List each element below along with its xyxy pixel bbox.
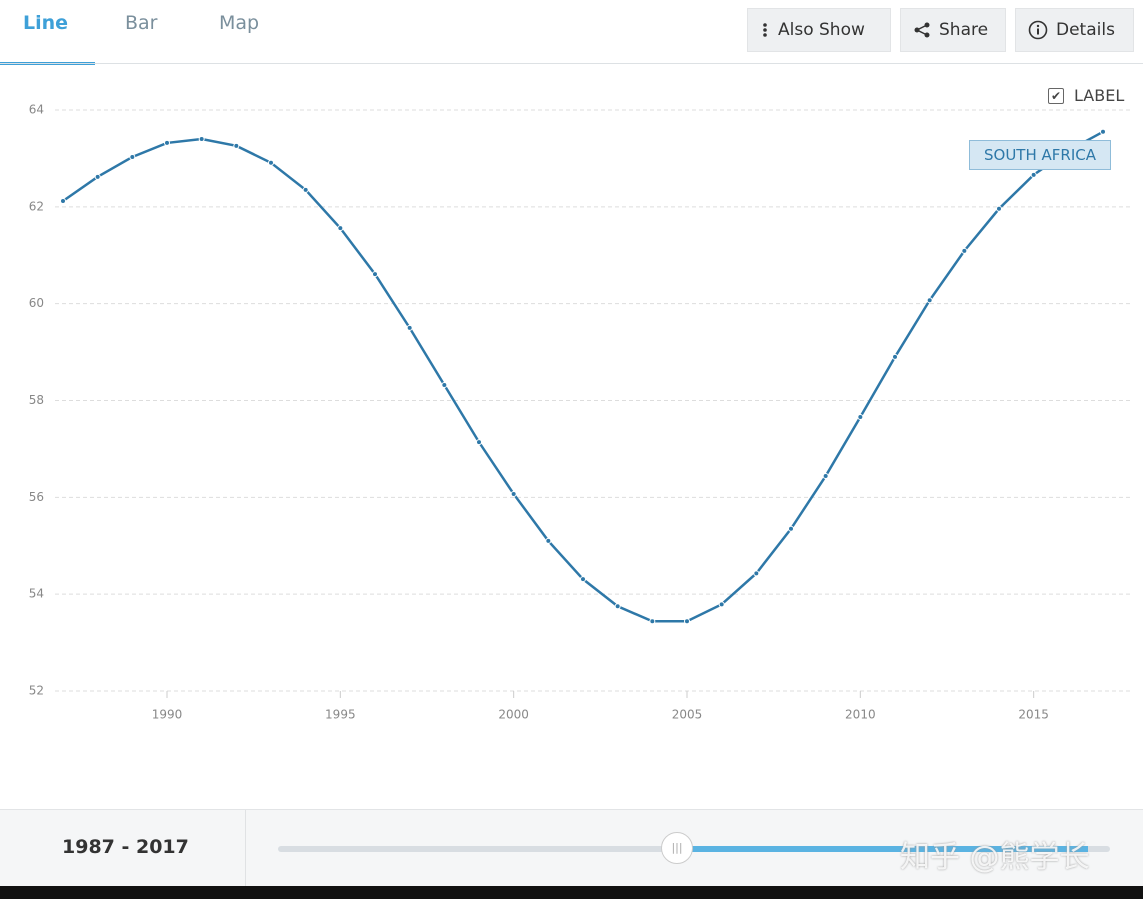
point — [545, 537, 552, 544]
x-tick-label: 1995 — [325, 708, 356, 722]
button-label: Also Show — [778, 20, 865, 40]
toggle-label: LABEL — [1074, 86, 1125, 105]
share-button[interactable]: Share — [900, 8, 1006, 52]
icon — [1028, 20, 1048, 40]
y-tick-label: 64 — [29, 103, 44, 117]
point — [441, 382, 448, 389]
slider-fill — [678, 846, 1088, 852]
point — [60, 198, 66, 205]
point — [1100, 128, 1106, 135]
point — [406, 324, 413, 331]
y-tick-label: 58 — [29, 393, 44, 407]
point — [510, 490, 517, 497]
bottom-bar — [0, 886, 1143, 899]
point — [996, 205, 1002, 212]
point — [961, 247, 968, 254]
y-tick-label: 56 — [29, 490, 44, 504]
tab[interactable]: Bar — [125, 12, 158, 34]
point — [649, 618, 656, 625]
point — [684, 618, 690, 625]
point — [718, 601, 725, 608]
y-tick-label: 54 — [29, 587, 44, 601]
label-toggle[interactable]: ✔ LABEL — [1048, 86, 1124, 105]
point — [198, 136, 205, 143]
tab[interactable]: Line — [23, 12, 69, 34]
button-label: Share — [939, 20, 989, 40]
point — [1030, 171, 1037, 178]
x-tick-label: 2015 — [1018, 708, 1049, 722]
point — [337, 225, 344, 232]
y-tick-label: 52 — [29, 684, 44, 698]
checkbox[interactable]: ✔ — [1048, 87, 1064, 104]
x-tick-label: 2010 — [845, 708, 876, 722]
point — [302, 186, 309, 193]
button-label: Details — [1056, 20, 1115, 40]
header-border — [0, 63, 1143, 64]
legend-entry: SOUTH AFRICA — [969, 140, 1111, 170]
also-show-button[interactable]: Also Show — [747, 8, 891, 52]
point — [857, 413, 864, 420]
point — [614, 603, 621, 610]
details-button[interactable]: Details — [1015, 8, 1134, 52]
slider-handle[interactable]: ||| — [661, 832, 693, 864]
icon — [763, 23, 767, 37]
point — [476, 439, 482, 446]
y-tick-label: 62 — [29, 199, 44, 213]
point — [268, 159, 274, 166]
point — [164, 139, 170, 146]
icon — [914, 22, 930, 38]
watermark: 知乎 @熊学长 — [900, 840, 1090, 875]
divider — [245, 810, 246, 887]
line — [62, 130, 1104, 623]
point — [580, 576, 586, 583]
x-tick-label: 2005 — [672, 708, 703, 722]
point — [788, 525, 794, 532]
point — [233, 142, 240, 149]
point — [372, 271, 378, 278]
range-label: 1987 - 2017 — [62, 836, 189, 858]
point — [753, 570, 760, 577]
footer: 1987 - 2017 ||| — [0, 809, 1143, 887]
x-tick-label: 2000 — [498, 708, 529, 722]
point — [129, 153, 136, 160]
point — [892, 353, 898, 360]
point — [94, 173, 101, 180]
tab[interactable]: Map — [219, 12, 260, 34]
x-tick-label: 1990 — [152, 708, 183, 722]
point — [822, 473, 829, 480]
y-tick-label: 60 — [29, 296, 44, 310]
point — [926, 297, 933, 304]
